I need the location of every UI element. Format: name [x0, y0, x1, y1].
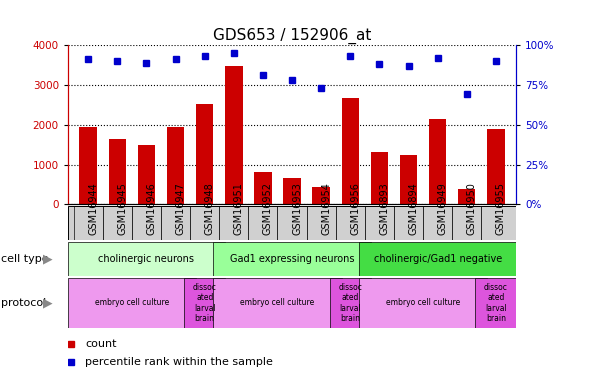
Bar [80, 127, 97, 204]
Bar [330, 278, 371, 328]
Bar [68, 278, 196, 328]
Text: count: count [85, 339, 117, 349]
Text: embryo cell culture: embryo cell culture [386, 298, 460, 307]
Bar [458, 189, 476, 204]
Text: GSM16954: GSM16954 [321, 183, 331, 236]
Text: GSM16952: GSM16952 [263, 183, 273, 236]
Text: GSM16944: GSM16944 [88, 183, 98, 236]
Text: GSM16946: GSM16946 [146, 183, 156, 236]
Bar [423, 206, 452, 240]
Bar [336, 206, 365, 240]
Bar [342, 98, 359, 204]
Text: ▶: ▶ [43, 252, 53, 265]
Title: GDS653 / 152906_at: GDS653 / 152906_at [213, 27, 371, 44]
Bar [137, 146, 155, 204]
Text: embryo cell culture: embryo cell culture [95, 298, 169, 307]
Bar [371, 152, 388, 204]
Bar [277, 206, 307, 240]
Text: percentile rank within the sample: percentile rank within the sample [85, 357, 273, 367]
Bar [167, 127, 184, 204]
Bar [254, 172, 271, 204]
Bar [68, 242, 225, 276]
Text: dissoc
ated
larval
brain: dissoc ated larval brain [484, 283, 508, 323]
Bar [487, 129, 504, 204]
Bar [394, 206, 423, 240]
Bar [400, 154, 417, 204]
Bar [452, 206, 481, 240]
Text: GSM16893: GSM16893 [379, 183, 389, 236]
Bar [225, 66, 242, 204]
Text: GSM16950: GSM16950 [467, 183, 477, 236]
Bar [283, 178, 301, 204]
Bar [184, 278, 225, 328]
Bar [190, 206, 219, 240]
Bar [510, 206, 516, 240]
Bar [214, 278, 342, 328]
Bar [313, 187, 330, 204]
Text: ▶: ▶ [43, 296, 53, 309]
Bar [481, 206, 510, 240]
Bar [359, 242, 516, 276]
Bar [132, 206, 161, 240]
Text: GSM16956: GSM16956 [350, 183, 360, 236]
Text: GSM16949: GSM16949 [438, 183, 448, 236]
Bar [214, 242, 371, 276]
Bar [161, 206, 190, 240]
Bar [476, 278, 516, 328]
Bar [68, 206, 74, 240]
Text: dissoc
ated
larval
brain: dissoc ated larval brain [338, 283, 362, 323]
Bar [365, 206, 394, 240]
Text: GSM16945: GSM16945 [117, 183, 127, 236]
Bar [109, 139, 126, 204]
Text: dissoc
ated
larval
brain: dissoc ated larval brain [193, 283, 217, 323]
Text: GSM16951: GSM16951 [234, 183, 244, 236]
Text: GSM16955: GSM16955 [496, 183, 506, 236]
Bar [103, 206, 132, 240]
Bar [196, 104, 214, 204]
Bar [219, 206, 248, 240]
Text: cholinergic/Gad1 negative: cholinergic/Gad1 negative [373, 254, 502, 264]
Text: GSM16948: GSM16948 [205, 183, 215, 236]
Bar [307, 206, 336, 240]
Text: GSM16947: GSM16947 [176, 183, 186, 236]
Bar [359, 278, 487, 328]
Bar [74, 206, 103, 240]
Text: protocol: protocol [1, 298, 47, 308]
Text: embryo cell culture: embryo cell culture [240, 298, 314, 307]
Text: Gad1 expressing neurons: Gad1 expressing neurons [230, 254, 355, 264]
Text: cholinergic neurons: cholinergic neurons [99, 254, 195, 264]
Text: GSM16953: GSM16953 [292, 183, 302, 236]
Bar [248, 206, 277, 240]
Text: cell type: cell type [1, 254, 49, 264]
Text: GSM16894: GSM16894 [408, 183, 418, 236]
Bar [429, 119, 447, 204]
